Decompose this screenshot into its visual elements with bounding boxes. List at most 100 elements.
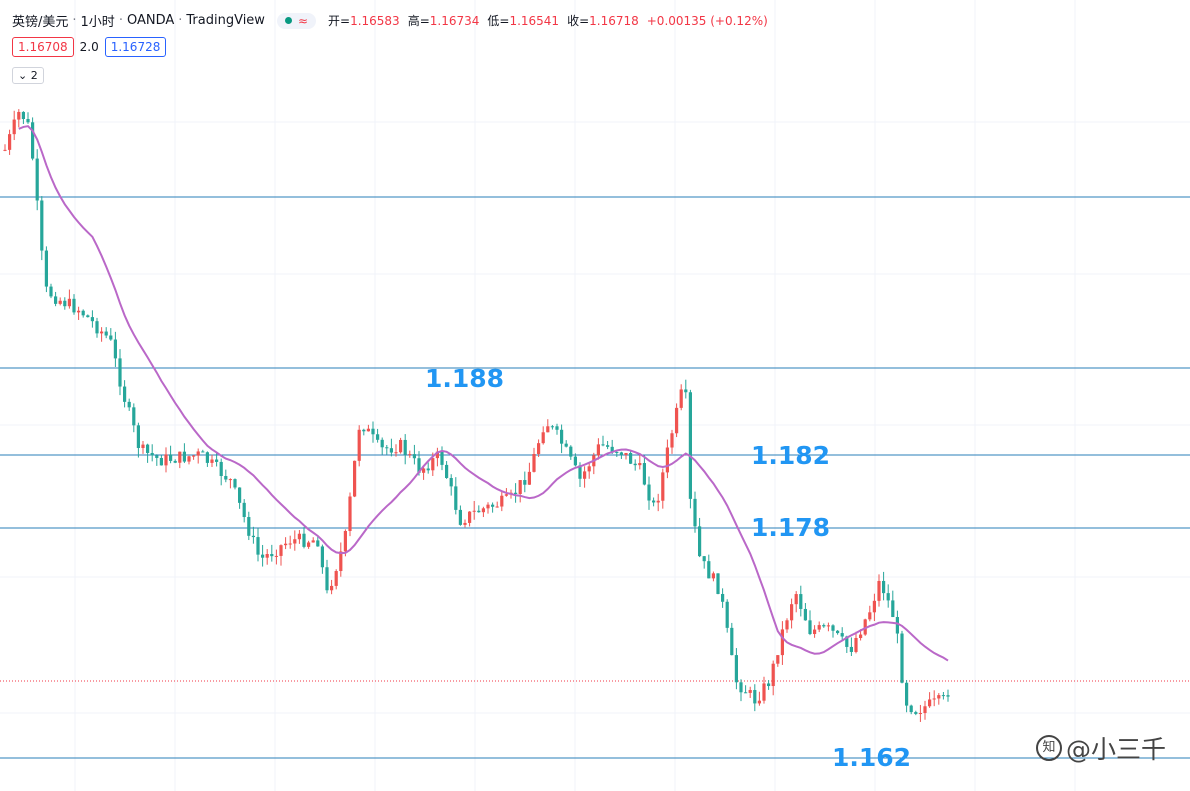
candle-body	[670, 433, 674, 448]
candle-body	[247, 517, 251, 536]
candle-body	[104, 331, 108, 336]
candle-body	[817, 625, 821, 630]
candle-body	[362, 429, 366, 432]
candle-body	[40, 200, 44, 251]
candle-body	[716, 573, 720, 594]
candle-body	[371, 428, 375, 435]
spread: 2.0	[79, 40, 99, 54]
candle-body	[596, 444, 600, 456]
candle-body	[891, 600, 895, 618]
candle-body	[661, 472, 665, 501]
candle-body	[541, 432, 545, 444]
candle-body	[532, 454, 536, 472]
candle-body	[26, 119, 30, 123]
candle-body	[573, 456, 577, 466]
candle-body	[279, 545, 283, 556]
candle-body	[228, 479, 232, 481]
candle-body	[909, 705, 913, 713]
ohlc-value: 1.16734	[429, 14, 480, 28]
candle-body	[21, 111, 25, 120]
candle-body	[652, 500, 656, 503]
candle-body	[187, 456, 191, 462]
candle-body	[169, 454, 173, 461]
candle-body	[587, 466, 591, 472]
indicator-toggle[interactable]: ⌄ 2	[12, 67, 44, 84]
candle-body	[624, 452, 628, 455]
candle-body	[481, 508, 485, 513]
candle-body	[730, 627, 734, 656]
candle-body	[136, 425, 140, 448]
candle-body	[569, 446, 573, 457]
watermark-text: @小三千	[1066, 735, 1167, 764]
status-badge[interactable]: ≈	[276, 12, 316, 29]
candle-body	[274, 555, 278, 557]
candle-body	[394, 452, 398, 454]
candle-body	[744, 692, 748, 694]
candle-body	[638, 463, 642, 466]
candle-body	[504, 494, 508, 496]
candle-body	[560, 429, 564, 444]
candle-body	[647, 484, 651, 501]
candle-body	[192, 455, 196, 457]
candle-body	[141, 444, 145, 448]
candle-body	[389, 448, 393, 453]
candle-body	[366, 428, 370, 432]
candle-body	[495, 506, 499, 508]
candle-body	[629, 452, 633, 464]
candle-body	[688, 392, 692, 499]
buy-price[interactable]: 1.16728	[104, 37, 167, 57]
candle-body	[725, 601, 729, 628]
candle-body	[159, 457, 163, 466]
candle-body	[35, 158, 39, 201]
candle-body	[454, 486, 458, 510]
level-label: 1.188	[425, 364, 505, 393]
candle-body	[265, 554, 269, 558]
candle-body	[794, 594, 798, 605]
candle-body	[288, 543, 292, 545]
candle-body	[583, 471, 587, 479]
candle-body	[790, 604, 794, 621]
candle-body	[578, 465, 582, 479]
candle-body	[914, 712, 918, 714]
candle-body	[205, 452, 209, 463]
candle-body	[215, 459, 219, 462]
interval: 1小时	[80, 15, 115, 30]
candle-body	[665, 447, 669, 473]
candle-body	[872, 600, 876, 613]
candle-body	[8, 134, 12, 150]
candle-body	[256, 537, 260, 555]
candle-body	[150, 452, 154, 456]
candle-body	[242, 502, 246, 518]
candle-body	[610, 446, 614, 452]
candle-body	[813, 629, 817, 635]
candle-body	[863, 619, 867, 635]
candle-body	[435, 451, 439, 459]
candle-body	[353, 460, 357, 497]
candle-body	[675, 407, 679, 434]
sell-price[interactable]: 1.16708	[12, 37, 74, 57]
candle-body	[486, 504, 490, 509]
candle-body	[601, 444, 605, 446]
ohlc-value: 1.16583	[350, 14, 400, 28]
candles	[3, 109, 950, 722]
candle-body	[155, 455, 159, 458]
candle-body	[109, 335, 113, 340]
candle-body	[895, 617, 899, 634]
candle-body	[698, 526, 702, 557]
candle-body	[164, 454, 168, 466]
ohlc-label: 低=	[487, 14, 510, 28]
candle-body	[711, 573, 715, 579]
candle-body	[785, 620, 789, 630]
candle-body	[146, 444, 150, 453]
candle-body	[771, 663, 775, 687]
candle-body	[693, 498, 697, 527]
candle-body	[417, 458, 421, 473]
candle-body	[31, 122, 35, 159]
candle-body	[113, 339, 117, 359]
candle-body	[932, 698, 936, 700]
candle-body	[196, 451, 200, 456]
candle-body	[550, 426, 554, 428]
broker: OANDA	[126, 13, 175, 28]
change: +0.00135 (+0.12%)	[646, 13, 768, 28]
header: 英镑/美元 · 1小时 · OANDA · TradingView ≈ 开=1.165…	[12, 12, 768, 30]
